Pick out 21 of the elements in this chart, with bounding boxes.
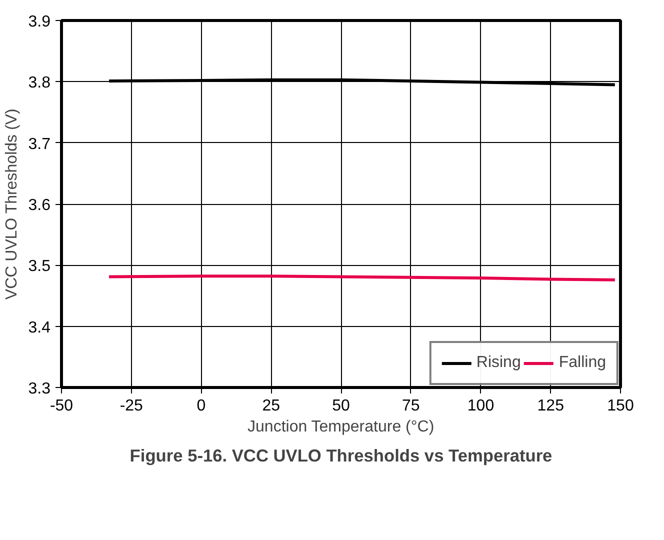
x-tick-label: 50 xyxy=(332,398,350,414)
text: Figure 5-16. VCC UVLO Thresholds vs Temperature xyxy=(130,446,553,466)
legend-label: Rising xyxy=(476,354,521,372)
x-tick-label: -50 xyxy=(50,398,74,414)
x-tick-label: 75 xyxy=(402,398,420,414)
y-axis-title: VCC UVLO Thresholds (V) xyxy=(3,108,20,300)
x-tick-label: 0 xyxy=(196,398,206,414)
x-tick-label: -25 xyxy=(120,398,144,414)
y-tick-label: 3.5 xyxy=(28,258,51,276)
x-tick-label: 125 xyxy=(537,398,564,414)
x-tick-label: 100 xyxy=(467,398,494,414)
x-axis-title: Junction Temperature (°C) xyxy=(248,418,434,436)
y-tick-label: 3.8 xyxy=(28,74,51,92)
y-tick-label: 3.3 xyxy=(28,380,51,398)
y-tick-label: 3.4 xyxy=(28,319,51,336)
y-tick-label: 3.9 xyxy=(28,14,51,30)
x-tick-label: 150 xyxy=(607,398,634,414)
y-tick-label: 3.6 xyxy=(28,197,51,214)
y-tick-label: 3.7 xyxy=(28,136,51,153)
x-tick-label: 25 xyxy=(262,398,280,414)
legend-label: Falling xyxy=(558,354,606,372)
